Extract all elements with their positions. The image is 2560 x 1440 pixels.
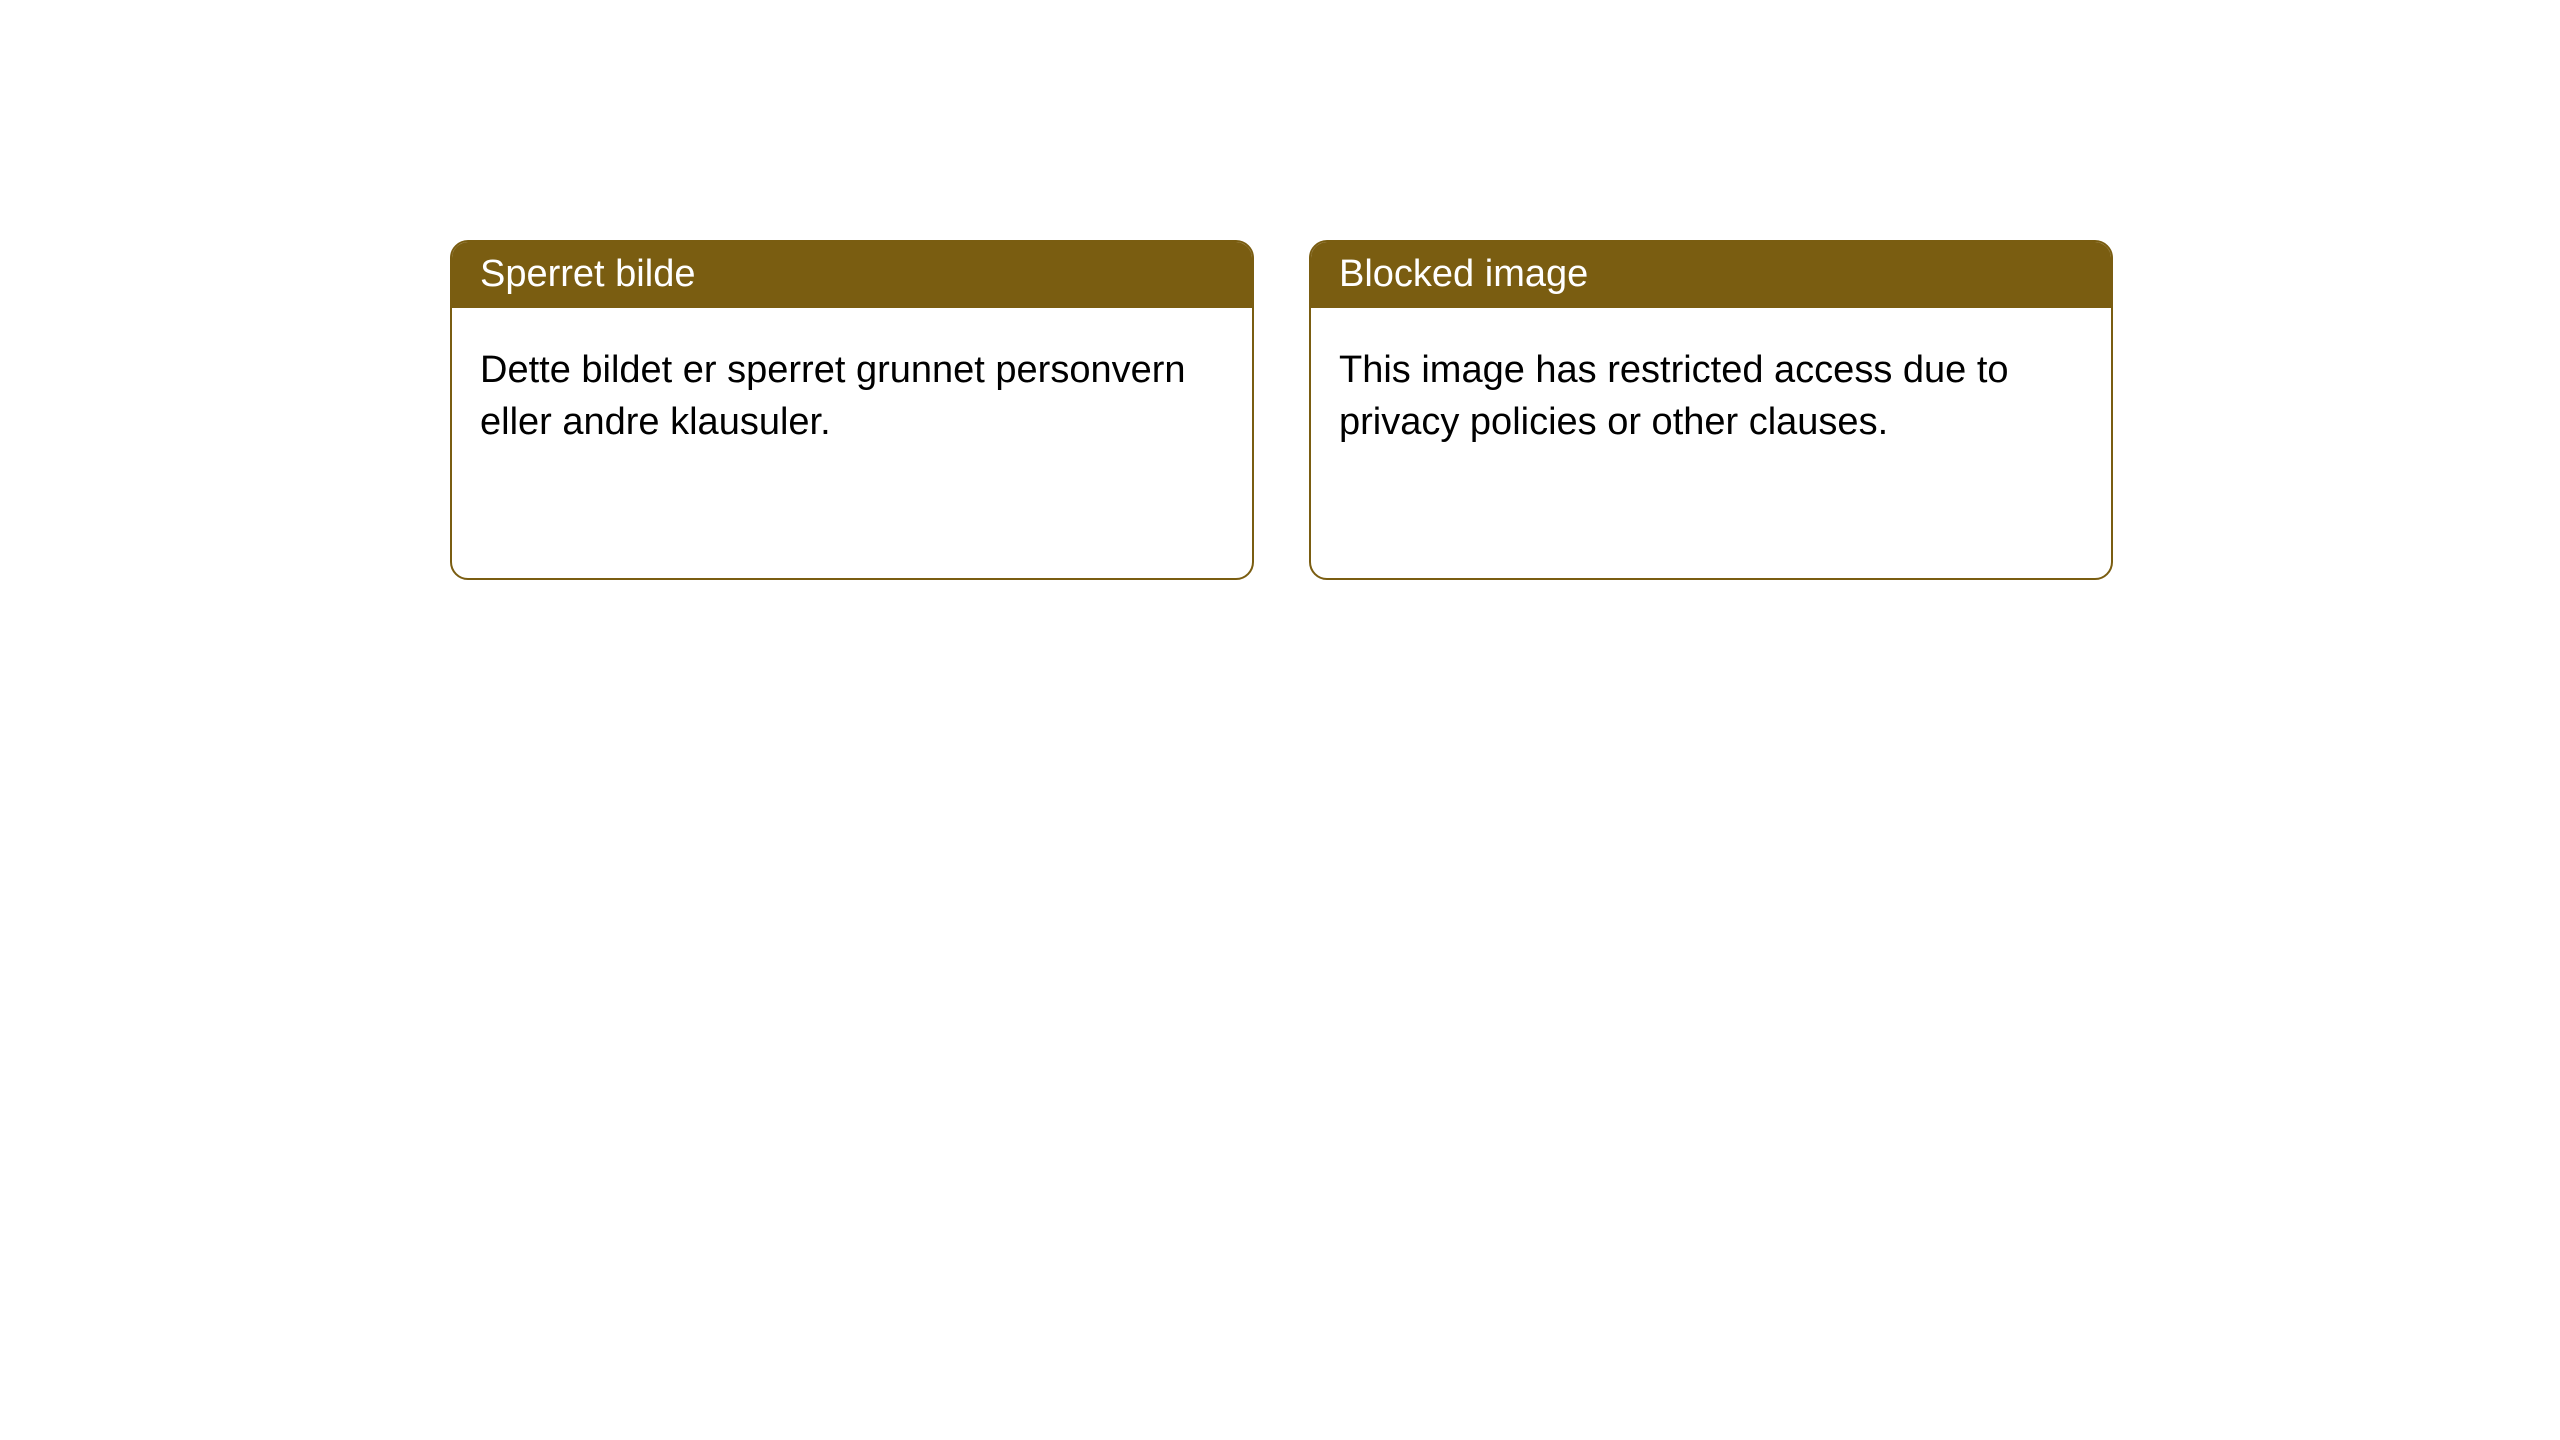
- notice-cards-container: Sperret bilde Dette bildet er sperret gr…: [0, 0, 2560, 580]
- card-title: Sperret bilde: [480, 253, 695, 295]
- card-header: Sperret bilde: [452, 242, 1252, 308]
- notice-card-norwegian: Sperret bilde Dette bildet er sperret gr…: [450, 240, 1254, 580]
- card-title: Blocked image: [1339, 253, 1588, 295]
- card-text: Dette bildet er sperret grunnet personve…: [480, 344, 1224, 449]
- card-body: This image has restricted access due to …: [1311, 308, 2111, 578]
- card-text: This image has restricted access due to …: [1339, 344, 2083, 449]
- card-body: Dette bildet er sperret grunnet personve…: [452, 308, 1252, 578]
- card-header: Blocked image: [1311, 242, 2111, 308]
- notice-card-english: Blocked image This image has restricted …: [1309, 240, 2113, 580]
